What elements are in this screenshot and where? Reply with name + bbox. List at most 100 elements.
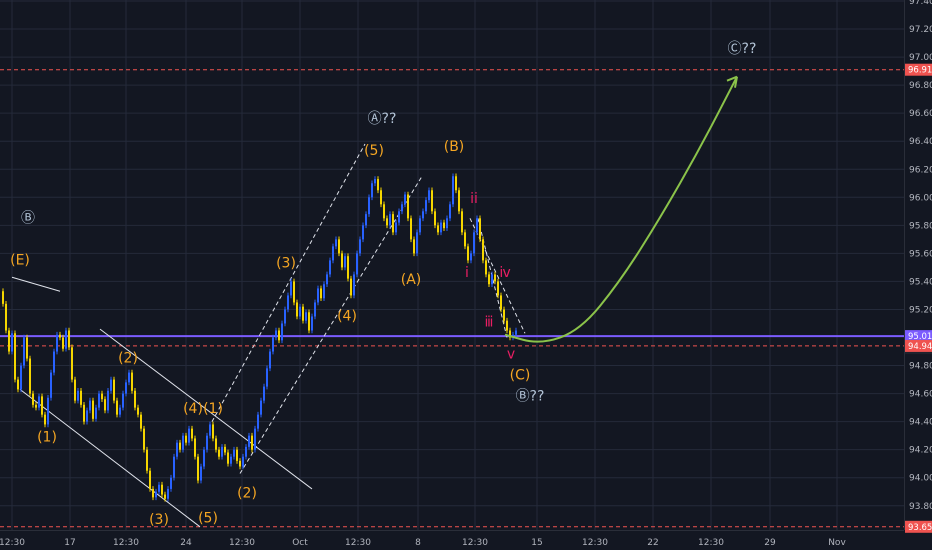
y-tick-label: 93.80 [909,502,932,512]
candle-body [230,456,232,464]
candle-body [152,488,154,498]
candle-body [398,211,400,223]
candle-body [209,424,211,436]
y-tick-label: 97.20 [909,25,932,35]
candle-body [173,456,175,478]
x-tick-label: 15 [531,538,542,548]
y-tick-label: 96.20 [909,165,932,175]
candle-body [362,225,364,240]
candle-body [335,239,337,247]
price-tag-bg [905,520,932,533]
candle-body [62,337,64,349]
candle-body [410,218,412,240]
candle-body [32,393,34,405]
candle-body [500,295,502,310]
wave-label: (1) [37,429,57,445]
candle-body [317,288,319,303]
candle-body [443,222,445,229]
candle-body [452,176,454,205]
candle-body [200,466,202,481]
candle-body [218,449,220,457]
candle-body [386,218,388,226]
candle-body [425,200,427,212]
candle-body [359,239,361,254]
candle-body [356,253,358,275]
candle-body [509,330,511,338]
wave-label: Ⓑ?? [516,389,545,405]
y-tick-label: 96.00 [909,193,932,203]
candle-body [374,179,376,184]
candle-body [71,347,73,380]
wave-label: (4) [183,401,203,417]
candle-body [239,460,241,467]
candle-body [296,302,298,317]
wave-label: Ⓐ?? [368,111,397,127]
candle-body [221,446,223,457]
candle-body [344,256,346,268]
channel-upper [99,328,313,490]
y-tick-label: 94.40 [909,418,932,428]
candle-body [404,194,406,205]
candle-body [299,306,301,317]
x-tick-label: 12:30 [0,538,25,548]
wave-label: (5) [198,511,218,527]
candle-body [176,442,178,457]
b-wave-line [11,276,61,292]
candle-body [101,393,103,400]
candle-body [104,399,106,411]
candle-body [248,435,250,447]
projection-arrowhead [726,75,738,88]
a-wave-upper [211,143,366,422]
candle-body [482,239,484,261]
candle-body [494,274,496,282]
wave-label: ⅰⅰ [470,191,478,207]
wave-label: (2) [118,351,138,367]
candle-body [284,309,286,324]
candle-body [23,337,25,366]
x-tick-label: 12:30 [582,538,608,548]
candle-body [461,211,463,233]
candle-body [116,400,118,415]
candle-body [236,449,238,461]
candle-body [143,428,145,450]
x-tick-label: Nov [828,538,846,548]
candle-body [266,368,268,387]
price-tag-bg [905,63,932,76]
candle-body [83,404,85,422]
candle-body [119,407,121,415]
candle-body [302,306,304,321]
candle-body [155,491,157,498]
candle-body [203,449,205,467]
wave-label: (2) [237,485,257,501]
candle-body [41,396,43,415]
candle-body [179,442,181,450]
candle-body [485,260,487,275]
wave-label: (5) [364,143,384,159]
candle-body [449,204,451,219]
price-tag-label: 94.94 [908,342,932,352]
candle-body [434,211,436,226]
candle-body [383,204,385,219]
candle-body [341,253,343,268]
wave-label: (1) [203,401,223,417]
candle-body [125,382,127,394]
candle-body [20,365,22,390]
candle-body [350,278,352,296]
x-tick-label: 12:30 [113,538,139,548]
price-tag-label: 93.65 [908,523,932,533]
wave-label: ⅴ [507,347,515,363]
candle-body [113,379,115,401]
wave-label: (A) [401,272,422,288]
candle-body [479,218,481,240]
candle-body [263,386,265,401]
wave-label: ⅲ [485,314,494,330]
y-tick-label: 96.40 [909,137,932,147]
y-tick-label: 97.40 [909,0,932,7]
y-tick-label: 94.20 [909,446,932,456]
candle-body [188,428,190,443]
projection-layer [504,75,738,343]
candle-body [464,232,466,247]
